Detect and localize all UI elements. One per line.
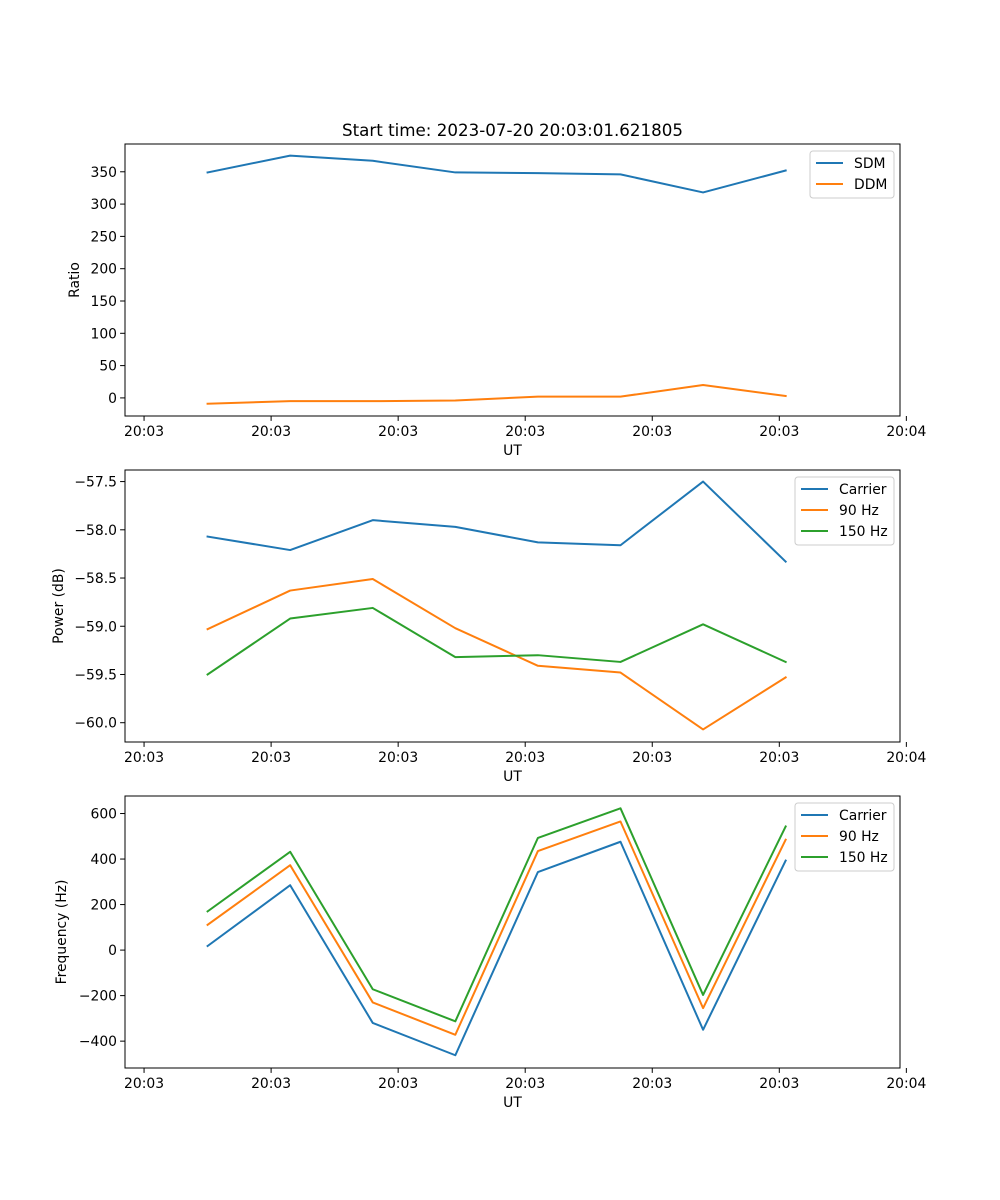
y-tick-label: −58.0 xyxy=(74,523,117,539)
y-tick-label: 200 xyxy=(90,898,117,914)
x-tick-label: 20:03 xyxy=(505,750,545,766)
x-tick-label: 20:03 xyxy=(124,424,164,440)
x-tick-label: 20:04 xyxy=(886,424,926,440)
x-tick-label: 20:03 xyxy=(251,424,291,440)
axes-frame xyxy=(124,795,901,1069)
y-tick-label: −60.0 xyxy=(74,716,117,732)
y-tick-label: −59.5 xyxy=(74,667,117,683)
legend-box xyxy=(794,802,895,872)
x-tick-label: 20:03 xyxy=(251,1076,291,1092)
x-axis-label: UT xyxy=(503,769,522,785)
y-tick-label: 0 xyxy=(108,391,117,407)
y-tick-label: 600 xyxy=(90,807,117,823)
legend-label: Carrier xyxy=(839,808,887,824)
y-axis-label: Frequency (Hz) xyxy=(54,880,70,985)
legend-label: 90 Hz xyxy=(839,503,879,519)
x-tick-label: 20:03 xyxy=(505,1076,545,1092)
series-line-150-hz xyxy=(206,606,787,676)
x-axis-label: UT xyxy=(503,1095,522,1111)
frequency-panel: 20:03 20:03 20:03 20:03 20:03 20:03 20:04 −400 −… xyxy=(54,795,927,1111)
x-tick-label: 20:03 xyxy=(632,424,672,440)
x-tick-label: 20:03 xyxy=(505,424,545,440)
y-tick-label: −200 xyxy=(79,989,117,1005)
axes-frame xyxy=(124,143,901,417)
legend-label: 150 Hz xyxy=(839,850,888,866)
x-tick-label: 20:03 xyxy=(124,1076,164,1092)
y-tick-label: −57.5 xyxy=(74,475,117,491)
y-tick-label: 150 xyxy=(90,294,117,310)
x-tick-label: 20:03 xyxy=(632,1076,672,1092)
legend-label: 90 Hz xyxy=(839,829,879,845)
y-tick-label: −400 xyxy=(79,1034,117,1050)
x-tick-label: 20:04 xyxy=(886,1076,926,1092)
y-axis-label: Ratio xyxy=(67,262,83,298)
x-tick-label: 20:03 xyxy=(378,1076,418,1092)
y-tick-label: 300 xyxy=(90,197,117,213)
legend-label: DDM xyxy=(854,177,887,193)
legend-box xyxy=(794,476,895,546)
series-line-ddm xyxy=(206,383,787,405)
x-tick-label: 20:03 xyxy=(632,750,672,766)
power-panel: 20:03 20:03 20:03 20:03 20:03 20:03 20:04 −60.0… xyxy=(51,469,927,785)
legend-label: Carrier xyxy=(839,482,887,498)
y-tick-label: −58.5 xyxy=(74,571,117,587)
y-tick-label: 350 xyxy=(90,165,117,181)
x-tick-label: 20:03 xyxy=(759,750,799,766)
y-axis-label: Power (dB) xyxy=(51,568,67,644)
x-tick-label: 20:03 xyxy=(124,750,164,766)
x-tick-label: 20:03 xyxy=(378,424,418,440)
series-line-90-hz xyxy=(206,820,787,1036)
legend-label: SDM xyxy=(854,156,886,172)
chart-title: Start time: 2023-07-20 20:03:01.621805 xyxy=(342,120,683,140)
series-line-sdm xyxy=(206,154,787,194)
y-tick-label: 50 xyxy=(99,359,117,375)
y-tick-label: 250 xyxy=(90,229,117,245)
x-tick-label: 20:03 xyxy=(759,424,799,440)
series-line-150-hz xyxy=(206,807,787,1023)
x-tick-label: 20:04 xyxy=(886,750,926,766)
y-tick-label: −59.0 xyxy=(74,619,117,635)
axes-frame xyxy=(124,469,901,743)
x-tick-label: 20:03 xyxy=(251,750,291,766)
series-line-carrier xyxy=(206,840,787,1057)
x-tick-label: 20:03 xyxy=(378,750,418,766)
ratio-panel: 20:03 20:03 20:03 20:03 20:03 20:03 20:04 0 50 10… xyxy=(67,143,927,459)
x-axis-label: UT xyxy=(503,443,522,459)
series-line-carrier xyxy=(206,480,788,564)
x-tick-label: 20:03 xyxy=(759,1076,799,1092)
y-tick-label: 100 xyxy=(90,326,117,342)
legend-label: 150 Hz xyxy=(839,524,888,540)
y-tick-label: 0 xyxy=(108,943,117,959)
y-tick-label: 200 xyxy=(90,262,117,278)
y-tick-label: 400 xyxy=(90,852,117,868)
series-line-90-hz xyxy=(206,577,788,731)
